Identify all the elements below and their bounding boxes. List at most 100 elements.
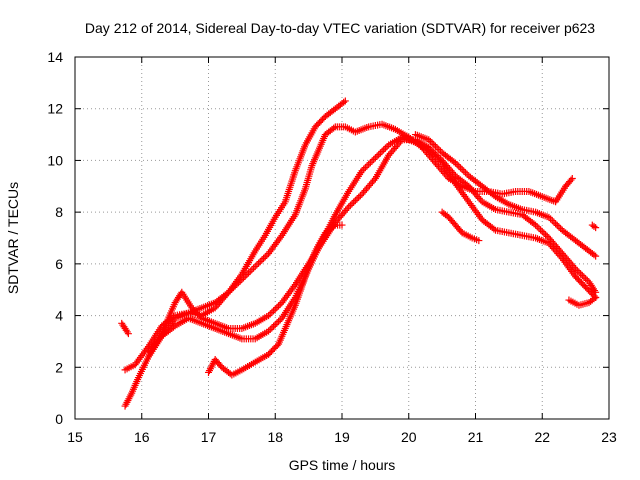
data-point-plus (553, 221, 561, 229)
data-point-plus (582, 275, 590, 283)
x-tick-label: 21 (468, 429, 484, 445)
plot-frame (74, 56, 610, 420)
data-point-plus (557, 253, 565, 261)
data-point-plus (456, 164, 464, 172)
data-point-plus (366, 159, 374, 167)
data-point-plus (261, 253, 269, 261)
series-track-4 (144, 133, 600, 361)
data-point-plus (226, 287, 234, 295)
data-point-plus (339, 210, 347, 218)
data-point-plus (370, 176, 378, 184)
data-point-plus (228, 285, 236, 293)
x-tick-label: 18 (267, 429, 283, 445)
data-point-plus (490, 225, 498, 233)
data-point-plus (355, 193, 363, 201)
x-tick-label: 16 (134, 429, 150, 445)
data-point-plus (356, 192, 364, 200)
data-point-plus (263, 251, 271, 259)
data-point-plus (245, 269, 253, 277)
data-point-plus (368, 157, 376, 165)
data-points (118, 97, 600, 410)
x-tick-label: 20 (401, 429, 417, 445)
chart-title: Day 212 of 2014, Sidereal Day-to-day VTE… (85, 20, 595, 36)
data-point-plus (338, 221, 346, 229)
data-point-plus (353, 195, 361, 203)
data-point-plus (466, 184, 474, 192)
data-point-plus (330, 124, 338, 132)
data-point-plus (248, 266, 256, 274)
y-tick-label: 2 (55, 359, 63, 375)
data-point-plus (538, 228, 546, 236)
data-point-plus (394, 141, 402, 149)
data-point-plus (547, 215, 555, 223)
data-point-plus (554, 250, 562, 258)
data-point-plus (337, 212, 345, 220)
data-point-plus (546, 241, 554, 249)
data-point-plus (273, 319, 281, 327)
data-point-plus (361, 164, 369, 172)
data-point-plus (341, 97, 349, 105)
data-point-plus (378, 147, 386, 155)
data-point-plus (346, 201, 354, 209)
data-point-plus (342, 206, 350, 214)
y-tick-label: 12 (47, 101, 63, 117)
data-point-plus (276, 300, 284, 308)
data-point-plus (468, 186, 476, 194)
data-point-plus (371, 154, 379, 162)
data-point-plus (455, 162, 463, 170)
data-point-plus (266, 325, 274, 333)
data-point-plus (472, 191, 480, 199)
data-point-plus (543, 232, 551, 240)
data-point-plus (340, 98, 348, 106)
data-point-plus (373, 152, 381, 160)
data-point-plus (592, 293, 600, 301)
data-point-plus (273, 303, 281, 311)
data-point-plus (123, 328, 131, 336)
data-point-plus (256, 258, 264, 266)
y-tick-label: 10 (47, 152, 63, 168)
data-point-plus (340, 208, 348, 216)
data-point-plus (250, 264, 258, 272)
data-point-plus (238, 275, 246, 283)
data-point-plus (266, 310, 274, 318)
y-tick-label: 4 (55, 308, 63, 324)
data-point-plus (380, 146, 388, 154)
data-point-plus (555, 223, 563, 231)
data-point-plus (235, 279, 243, 287)
data-point-plus (253, 261, 261, 269)
y-tick-label: 0 (55, 411, 63, 427)
data-point-plus (425, 136, 433, 144)
series-track-3 (121, 136, 600, 410)
data-point-plus (268, 324, 276, 332)
data-point-plus (348, 200, 356, 208)
data-point-plus (430, 141, 438, 149)
data-point-plus (590, 251, 598, 259)
data-point-plus (537, 226, 545, 234)
data-point-plus (425, 146, 433, 154)
data-point-plus (428, 139, 436, 147)
data-point-plus (549, 244, 557, 252)
data-point-plus (385, 151, 393, 159)
data-point-plus (270, 307, 278, 315)
data-point-plus (381, 144, 389, 152)
y-axis-label: SDTVAR / TECUs (5, 182, 21, 294)
data-point-plus (542, 231, 550, 239)
data-point-plus (433, 154, 441, 162)
data-point-plus (465, 182, 473, 190)
data-point-plus (433, 161, 441, 169)
x-tick-label: 22 (534, 429, 550, 445)
data-point-plus (552, 220, 560, 228)
data-point-plus (475, 194, 483, 202)
data-point-plus (169, 323, 177, 331)
data-point-plus (453, 161, 461, 169)
data-point-plus (430, 151, 438, 159)
x-tick-labels: 15 16 17 18 19 20 21 22 23 (67, 429, 617, 445)
data-point-plus (474, 193, 482, 201)
data-point-plus (577, 270, 585, 278)
data-point-plus (545, 213, 553, 221)
data-point-plus (240, 274, 248, 282)
series-track-5 (205, 221, 346, 379)
data-point-plus (275, 302, 283, 310)
data-point-plus (350, 198, 358, 206)
x-tick-label: 17 (201, 429, 217, 445)
